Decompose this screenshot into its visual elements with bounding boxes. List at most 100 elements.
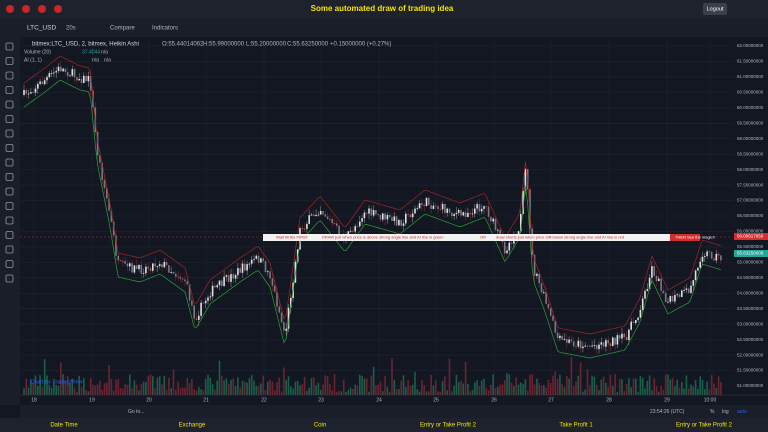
candle-body <box>25 90 28 94</box>
candle-body <box>375 210 377 215</box>
volume-bar <box>492 374 494 395</box>
time-label: 19 <box>89 397 95 403</box>
volume-bar <box>570 356 573 395</box>
volume-bar <box>89 378 92 395</box>
candle-body <box>324 214 327 217</box>
candle-body <box>462 212 465 216</box>
volume-bar <box>57 386 60 395</box>
candle-body <box>359 221 361 227</box>
logout-label[interactable]: Logout <box>707 6 724 12</box>
watermark[interactable]: Chart by TradingView <box>30 379 83 385</box>
price-label: 56.50000000 <box>737 213 764 218</box>
tool-icon[interactable] <box>5 42 14 51</box>
tool-icon[interactable] <box>5 86 14 94</box>
tool-icon[interactable] <box>5 158 14 167</box>
candle-body <box>589 345 591 347</box>
ai-na: n/a <box>92 57 99 63</box>
volume-na: n/a <box>101 49 108 55</box>
tool-icon[interactable] <box>5 202 14 210</box>
tool-icon[interactable] <box>5 187 14 196</box>
time-label: 25 <box>433 397 439 403</box>
logout-button[interactable] <box>703 3 727 15</box>
candle-body <box>683 289 685 291</box>
volume-bar <box>237 377 239 395</box>
volume-bar <box>126 384 129 395</box>
candle-body <box>418 203 421 209</box>
candle-body <box>460 210 462 216</box>
candle-body <box>147 266 149 269</box>
symbol[interactable]: LTC_USD <box>27 25 56 32</box>
volume-bar <box>372 366 375 395</box>
volume-bar <box>124 383 126 395</box>
candle-body <box>232 274 235 279</box>
volume-bar <box>255 385 258 395</box>
tool-icon[interactable] <box>5 144 14 152</box>
volume-bar <box>147 376 149 395</box>
tool-icon[interactable] <box>5 129 14 138</box>
volume-bar <box>53 380 55 395</box>
tool-icon[interactable] <box>5 245 14 254</box>
volume-bar <box>163 375 166 395</box>
auto[interactable]: auto <box>737 409 747 415</box>
volume-bar <box>64 381 67 395</box>
volume-bar <box>446 390 448 395</box>
volume-bar <box>411 384 414 395</box>
price-label: 51.00000000 <box>737 383 764 388</box>
tool-icon[interactable] <box>5 260 14 268</box>
tool-icon[interactable] <box>5 57 14 65</box>
tool-icon[interactable] <box>5 274 14 283</box>
candle-body <box>409 214 412 218</box>
price-axis <box>733 37 768 405</box>
indicators[interactable]: Indicators <box>152 26 178 32</box>
candle-body <box>520 213 522 232</box>
volume-bar <box>165 389 168 395</box>
candle-body <box>545 292 547 304</box>
price-label: 54.00000000 <box>737 290 764 295</box>
tool-icon[interactable] <box>5 216 14 225</box>
candle-body <box>165 261 168 266</box>
volume-bar <box>188 382 191 395</box>
candle-body <box>319 210 322 215</box>
tool-icon[interactable] <box>5 115 14 123</box>
tool-icon[interactable] <box>5 100 14 109</box>
volume-bar <box>108 364 110 395</box>
volume-bar <box>483 378 485 395</box>
percent[interactable]: % <box>710 409 715 415</box>
icon[interactable] <box>54 5 62 13</box>
candle-body <box>276 291 278 307</box>
volume-bar <box>370 375 373 395</box>
volume-bar <box>299 385 301 395</box>
volume-bar <box>248 378 251 395</box>
angle-line <box>23 56 722 335</box>
volume-bar <box>306 391 308 395</box>
interval[interactable]: 20s <box>66 26 76 32</box>
ai-label: AI (1, 1) <box>24 57 42 63</box>
price-tag <box>734 250 768 257</box>
tool-icon[interactable] <box>5 173 14 181</box>
candle-body <box>76 77 78 81</box>
tool-icon[interactable] <box>5 231 14 239</box>
volume-bar <box>437 391 439 395</box>
volume-bar <box>276 382 278 395</box>
icon[interactable] <box>38 5 46 13</box>
log[interactable]: log <box>722 409 729 415</box>
goto[interactable]: Go to... <box>128 409 144 415</box>
volume-bar <box>506 373 508 395</box>
candle-body <box>669 295 672 302</box>
candle-body <box>517 231 520 236</box>
icon[interactable] <box>6 5 14 13</box>
candle-body <box>469 212 471 214</box>
candle-body <box>239 268 241 273</box>
tool-icon[interactable] <box>5 71 14 80</box>
banner-text: DRAW just when price is above strong ang… <box>322 235 443 240</box>
volume-bar <box>563 387 566 395</box>
volume-bar <box>681 381 683 395</box>
candle-body <box>487 206 490 217</box>
volume-bar <box>264 389 267 395</box>
icon[interactable] <box>22 5 30 13</box>
candle-body <box>451 212 453 217</box>
candle-body <box>382 213 384 220</box>
compare[interactable]: Compare <box>110 26 135 32</box>
volume-bar <box>405 387 407 395</box>
candle-body <box>474 208 476 214</box>
